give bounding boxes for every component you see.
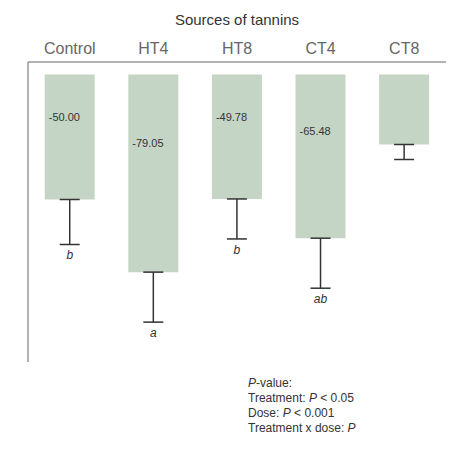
html-text:Treatment x dose: P: Treatment x dose: P	[248, 421, 356, 435]
svg-text:HT4: HT4	[138, 40, 168, 57]
html-text:P -value:: P -value:	[248, 376, 292, 390]
svg-text:-50.00: -50.00	[49, 111, 80, 123]
svg-text:ab: ab	[314, 292, 328, 306]
html-text:Dose: P < 0.001: Dose: P < 0.001	[248, 406, 335, 420]
svg-text:CT4: CT4	[305, 40, 335, 57]
svg-text:CT8: CT8	[389, 40, 419, 57]
html-text:Treatment: P < 0.05: Treatment: P < 0.05	[248, 391, 354, 405]
svg-text:-79.05: -79.05	[132, 137, 163, 149]
svg-text:Control: Control	[44, 40, 96, 57]
html-text:Sources of tannins: Sources of tannins	[174, 11, 300, 28]
svg-text:b: b	[66, 248, 73, 262]
svg-text:a: a	[150, 326, 157, 340]
svg-text:-65.48: -65.48	[300, 125, 331, 137]
svg-text:b: b	[234, 243, 241, 257]
svg-text:-49.78: -49.78	[216, 111, 247, 123]
svg-text:HT8: HT8	[222, 40, 252, 57]
